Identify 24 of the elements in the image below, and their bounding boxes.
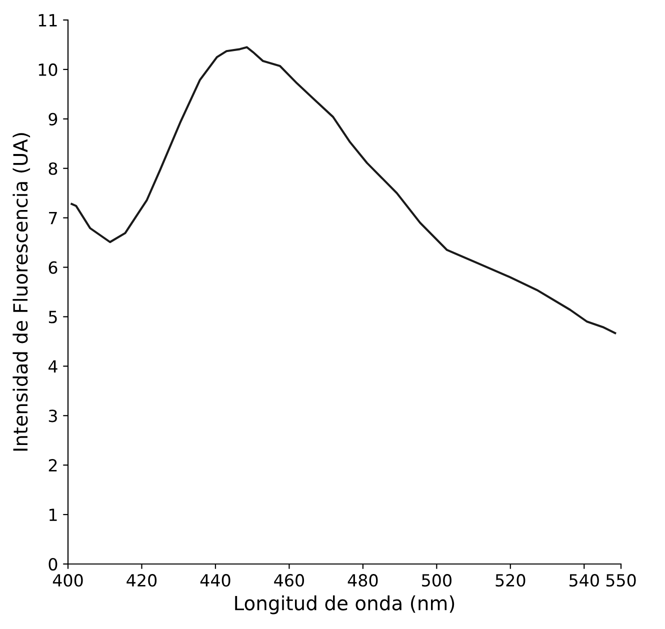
y-tick-label: 7 — [49, 212, 57, 224]
y-axis-title: Intensidad de Fluorescencia (UA) — [12, 133, 30, 451]
y-tick-label: 2 — [48, 459, 57, 472]
x-tick-label: 550 — [606, 574, 636, 587]
y-tick-label: 11 — [38, 14, 57, 26]
x-tick-label: 540 — [570, 574, 599, 587]
y-tick-label: 4 — [48, 360, 58, 373]
y-tick-label: 8 — [48, 162, 58, 175]
x-tick-label: 480 — [348, 574, 378, 587]
y-tick-label: 9 — [48, 112, 58, 126]
x-tick-label: 520 — [496, 574, 526, 587]
x-tick-label: 500 — [422, 574, 452, 587]
y-tick-label: 5 — [48, 310, 57, 324]
line-series — [70, 46, 616, 334]
x-axis-title: Longitud de onda (nm) — [235, 595, 454, 614]
x-tick-label: 460 — [274, 574, 304, 587]
x-tick-label: 400 — [52, 574, 83, 587]
x-tick-label: 420 — [126, 574, 157, 587]
y-tick-label: 6 — [48, 261, 58, 274]
y-tick-label: 3 — [48, 410, 57, 422]
y-tick-label: 1 — [50, 508, 57, 521]
y-tick-label: 0 — [48, 558, 58, 571]
x-tick-label: 440 — [200, 574, 230, 587]
y-tick-label: 10 — [38, 63, 58, 76]
